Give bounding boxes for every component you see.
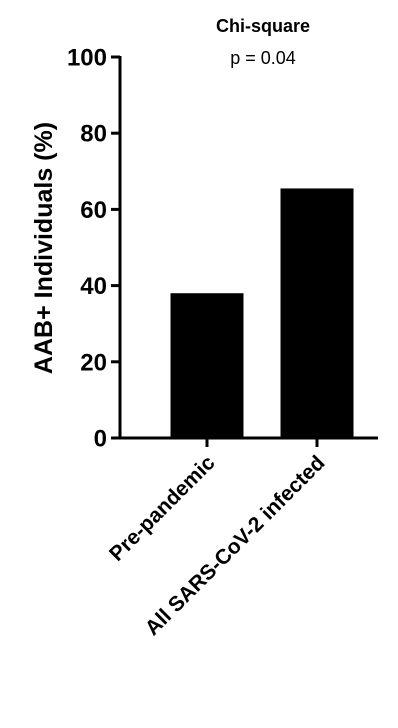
y-tick-label: 60 xyxy=(80,197,107,224)
y-tick-label: 100 xyxy=(67,45,107,72)
bar-2 xyxy=(280,188,354,438)
y-axis-label: AAB+ Individuals (%) xyxy=(30,122,58,374)
y-ticks: 0 20 40 60 80 100 xyxy=(67,45,120,453)
y-tick-label: 40 xyxy=(80,273,107,300)
stat-test-label: Chi-square xyxy=(216,16,310,36)
x-tick-label: Pre-pandemic xyxy=(105,451,220,566)
p-value-label: p = 0.04 xyxy=(230,48,296,68)
bars xyxy=(170,188,354,438)
y-tick-label: 0 xyxy=(94,426,107,453)
bar-1 xyxy=(170,293,244,438)
y-tick-label: 80 xyxy=(80,121,107,148)
y-tick-label: 20 xyxy=(80,349,107,376)
x-tick-label: All SARS-CoV-2 infected xyxy=(141,451,330,640)
